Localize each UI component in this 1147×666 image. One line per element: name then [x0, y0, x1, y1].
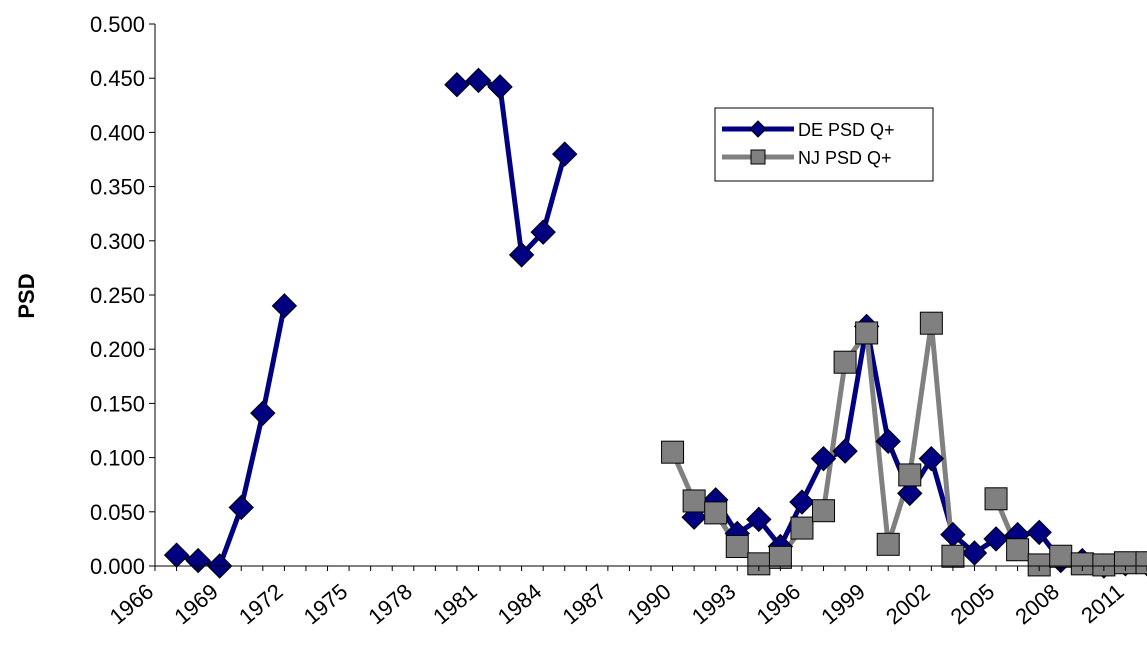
legend-label-nj: NJ PSD Q+: [798, 148, 892, 168]
y-tick-label: 0.400: [90, 120, 145, 145]
y-tick-label: 0.300: [90, 229, 145, 254]
data-point-nj: [833, 350, 857, 374]
data-point-nj: [898, 463, 922, 487]
series-line-de: [692, 323, 1147, 569]
y-tick-label: 0.500: [90, 12, 145, 37]
y-tick-label: 0.150: [90, 391, 145, 416]
x-tick-label: 1999: [816, 579, 870, 630]
y-tick-label: 0.000: [90, 554, 145, 579]
data-point-de: [746, 506, 772, 533]
data-point-de: [875, 428, 901, 455]
plot-area: [163, 67, 1147, 579]
data-point-de: [465, 67, 492, 94]
x-tick-label: 1993: [687, 579, 741, 630]
data-point-de: [487, 74, 513, 100]
legend-entry-de: DE PSD Q+: [722, 120, 895, 140]
data-point-de: [832, 438, 858, 464]
data-point-de: [1026, 519, 1052, 546]
legend-box: [714, 107, 934, 182]
data-point-nj: [1092, 553, 1116, 577]
x-tick-label: 1996: [752, 579, 806, 630]
x-tick-label: 1969: [169, 579, 223, 630]
data-point-de: [530, 219, 556, 245]
x-tick-label: 1990: [622, 579, 676, 630]
legend-entry-nj: NJ PSD Q+: [722, 148, 892, 168]
y-tick-label: 0.350: [90, 175, 145, 200]
x-tick-label: 2005: [946, 579, 1000, 630]
data-point-nj: [704, 501, 728, 525]
data-point-nj: [1070, 552, 1094, 576]
series-line-de: [175, 305, 287, 569]
data-point-de: [508, 242, 535, 268]
data-point-nj: [768, 545, 792, 569]
legend-marker-de: [749, 120, 767, 138]
legend: DE PSD Q+ NJ PSD Q+: [714, 107, 934, 182]
y-tick-label: 0.050: [90, 500, 145, 525]
legend-marker-nj: [750, 149, 766, 165]
data-point-nj: [1135, 551, 1147, 575]
data-point-de: [961, 540, 988, 566]
x-tick-label: 1978: [363, 579, 417, 630]
x-tick-label: 1966: [105, 579, 159, 630]
data-point-de: [918, 445, 945, 472]
data-point-nj: [984, 487, 1008, 511]
data-point-nj: [919, 311, 943, 335]
data-point-nj: [855, 321, 879, 345]
y-tick-label: 0.250: [90, 283, 145, 308]
data-point-nj: [1027, 553, 1051, 577]
data-point-de: [789, 489, 815, 515]
y-tick-label: 0.100: [90, 446, 145, 471]
x-tick-label: 1987: [558, 579, 612, 630]
data-point-de: [271, 293, 298, 319]
data-point-nj: [682, 489, 706, 513]
x-tick-label: 2011: [1076, 579, 1128, 629]
data-point-nj: [941, 544, 965, 568]
x-tick-label: 1972: [234, 579, 288, 630]
data-point-de: [250, 400, 276, 426]
data-point-de: [228, 494, 254, 521]
data-point-de: [185, 547, 211, 574]
data-point-de: [552, 141, 578, 167]
x-tick-label: 1975: [299, 579, 353, 630]
x-tick-label: 2002: [881, 579, 935, 630]
data-point-nj: [876, 532, 900, 556]
data-point-de: [983, 526, 1009, 552]
data-point-de: [897, 480, 923, 507]
data-point-nj: [790, 516, 814, 540]
data-point-de: [444, 71, 470, 98]
data-point-nj: [725, 534, 749, 558]
x-tick-label: 2008: [1010, 579, 1064, 630]
data-point-nj: [661, 440, 685, 464]
x-tick-label: 1984: [493, 579, 547, 630]
y-tick-label: 0.450: [90, 66, 145, 91]
data-point-de: [810, 445, 837, 472]
data-point-nj: [812, 499, 836, 523]
data-point-de: [163, 542, 190, 568]
y-axis-title: PSD: [14, 273, 39, 318]
legend-label-de: DE PSD Q+: [798, 120, 895, 140]
data-point-nj: [1006, 538, 1030, 562]
data-point-nj: [747, 552, 771, 576]
x-tick-label: 1981: [428, 579, 482, 630]
y-tick-label: 0.200: [90, 337, 145, 362]
data-point-nj: [1049, 544, 1073, 568]
